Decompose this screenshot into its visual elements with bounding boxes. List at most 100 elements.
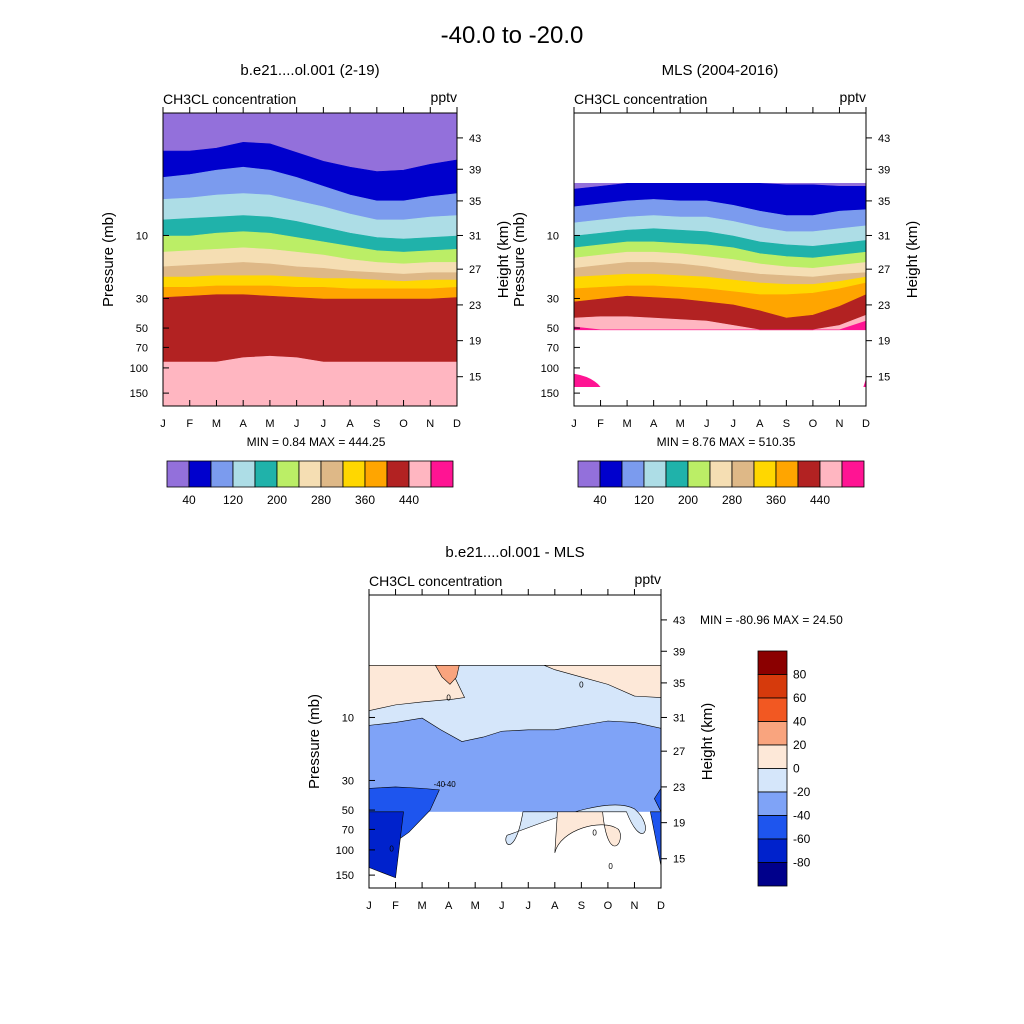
diff-band-minus60-right <box>654 787 661 812</box>
y-tick-label-left: 30 <box>342 775 354 787</box>
y-axis-label-left: Pressure (mb) <box>306 694 323 789</box>
panel-left-label: CH3CL concentration <box>574 91 707 107</box>
y-tick-label-right: 43 <box>469 133 481 145</box>
x-tick-label: J <box>160 418 166 430</box>
panel-left-label: CH3CL concentration <box>369 573 502 589</box>
y-tick-label-right: 23 <box>673 782 685 794</box>
colorbar-label: 40 <box>593 493 607 507</box>
contour-line-label: -40 <box>434 780 446 789</box>
x-tick-label: M <box>265 418 274 430</box>
contour-line-label: 0 <box>389 844 394 853</box>
colorbar-swatch <box>757 674 788 699</box>
x-tick-label: A <box>346 418 354 430</box>
colorbar-label: -20 <box>793 785 811 799</box>
y-tick-label-left: 100 <box>541 363 559 375</box>
colorbar-label: 200 <box>267 493 287 507</box>
contour-line-label: 0 <box>446 693 451 702</box>
y-tick-label-left: 10 <box>136 230 148 242</box>
x-tick-label: A <box>756 418 764 430</box>
panel-title: MLS (2004-2016) <box>662 62 779 79</box>
y-tick-label-right: 15 <box>878 372 890 384</box>
stats-label: MIN = -80.96 MAX = 24.50 <box>700 613 843 627</box>
contour-band-11 <box>163 294 457 363</box>
x-tick-label: M <box>471 900 480 912</box>
y-tick-label-left: 10 <box>342 712 354 724</box>
colorbar-swatch <box>621 460 645 488</box>
contour-fills <box>574 183 866 387</box>
stats-label: MIN = 0.84 MAX = 444.25 <box>247 435 386 449</box>
colorbar-label: 440 <box>810 493 830 507</box>
colorbar-swatch <box>757 791 788 816</box>
y-tick-label-left: 50 <box>342 805 354 817</box>
contour-patch-max-right <box>863 376 866 387</box>
x-tick-label: M <box>623 418 632 430</box>
x-tick-label: J <box>366 900 372 912</box>
colorbar-label: 60 <box>793 691 807 705</box>
contour-line-label: -40 <box>444 780 456 789</box>
colorbar-swatch <box>364 460 388 488</box>
y-tick-label-right: 31 <box>878 230 890 242</box>
panel-title: b.e21....ol.001 - MLS <box>445 544 584 561</box>
colorbar-swatch <box>254 460 278 488</box>
y-tick-label-right: 31 <box>673 712 685 724</box>
panel-left-label: CH3CL concentration <box>163 91 296 107</box>
y-tick-label-right: 43 <box>878 133 890 145</box>
x-tick-label: D <box>657 900 665 912</box>
y-tick-label-left: 150 <box>130 388 148 400</box>
contour-fills: 0 0 0 -40 0 0 -40 <box>369 665 661 879</box>
x-tick-label: M <box>418 900 427 912</box>
y-tick-label-left: 70 <box>547 342 559 354</box>
y-tick-label-right: 39 <box>673 646 685 658</box>
colorbar-swatch <box>188 460 212 488</box>
panel-units-label: pptv <box>840 89 866 105</box>
x-tick-label: J <box>704 418 710 430</box>
diff-band-minus60-right-bottom <box>650 811 661 867</box>
y-tick-label-right: 43 <box>673 615 685 627</box>
colorbar-swatch <box>819 460 843 488</box>
colorbar-label: 120 <box>634 493 654 507</box>
colorbar-swatch <box>775 460 799 488</box>
y-tick-label-right: 31 <box>469 230 481 242</box>
x-tick-label: N <box>426 418 434 430</box>
colorbar-label: 0 <box>793 762 800 776</box>
colorbar-swatch <box>342 460 366 488</box>
axes-frame <box>162 112 458 407</box>
x-tick-label: M <box>212 418 221 430</box>
colorbar-label: 120 <box>223 493 243 507</box>
colorbar-swatch <box>166 460 190 488</box>
colorbar-swatch <box>210 460 234 488</box>
contour-fills <box>163 113 457 406</box>
colorbar-swatch <box>797 460 821 488</box>
colorbar-swatch <box>709 460 733 488</box>
y-tick-label-right: 35 <box>673 678 685 690</box>
y-tick-label-left: 10 <box>547 230 559 242</box>
axes-frame <box>573 112 867 407</box>
diff-band-20-40 <box>434 665 460 685</box>
colorbar-swatch <box>320 460 344 488</box>
diff-band-0-20-lower <box>554 811 621 853</box>
colorbar-swatch <box>757 768 788 793</box>
colorbar-label: 360 <box>766 493 786 507</box>
contour-patch-max <box>229 401 289 406</box>
colorbar-swatch <box>757 744 788 769</box>
x-tick-label: J <box>731 418 737 430</box>
panel-units-label: pptv <box>431 89 457 105</box>
x-tick-label: S <box>578 900 585 912</box>
figure-title: -40.0 to -20.0 <box>441 22 584 49</box>
colorbar-label: 280 <box>311 493 331 507</box>
y-tick-label-right: 27 <box>878 264 890 276</box>
y-tick-label-right: 27 <box>673 746 685 758</box>
x-tick-label: D <box>453 418 461 430</box>
colorbar-swatch <box>841 460 865 488</box>
colorbar-label: 440 <box>399 493 419 507</box>
colorbar-label: -80 <box>793 856 811 870</box>
x-tick-label: M <box>676 418 685 430</box>
contour-band-12 <box>163 355 457 406</box>
colorbar-swatch <box>757 721 788 746</box>
contour-patch-max <box>574 373 601 387</box>
axes-frame <box>368 594 662 889</box>
x-tick-label: D <box>862 418 870 430</box>
x-tick-label: O <box>604 900 613 912</box>
